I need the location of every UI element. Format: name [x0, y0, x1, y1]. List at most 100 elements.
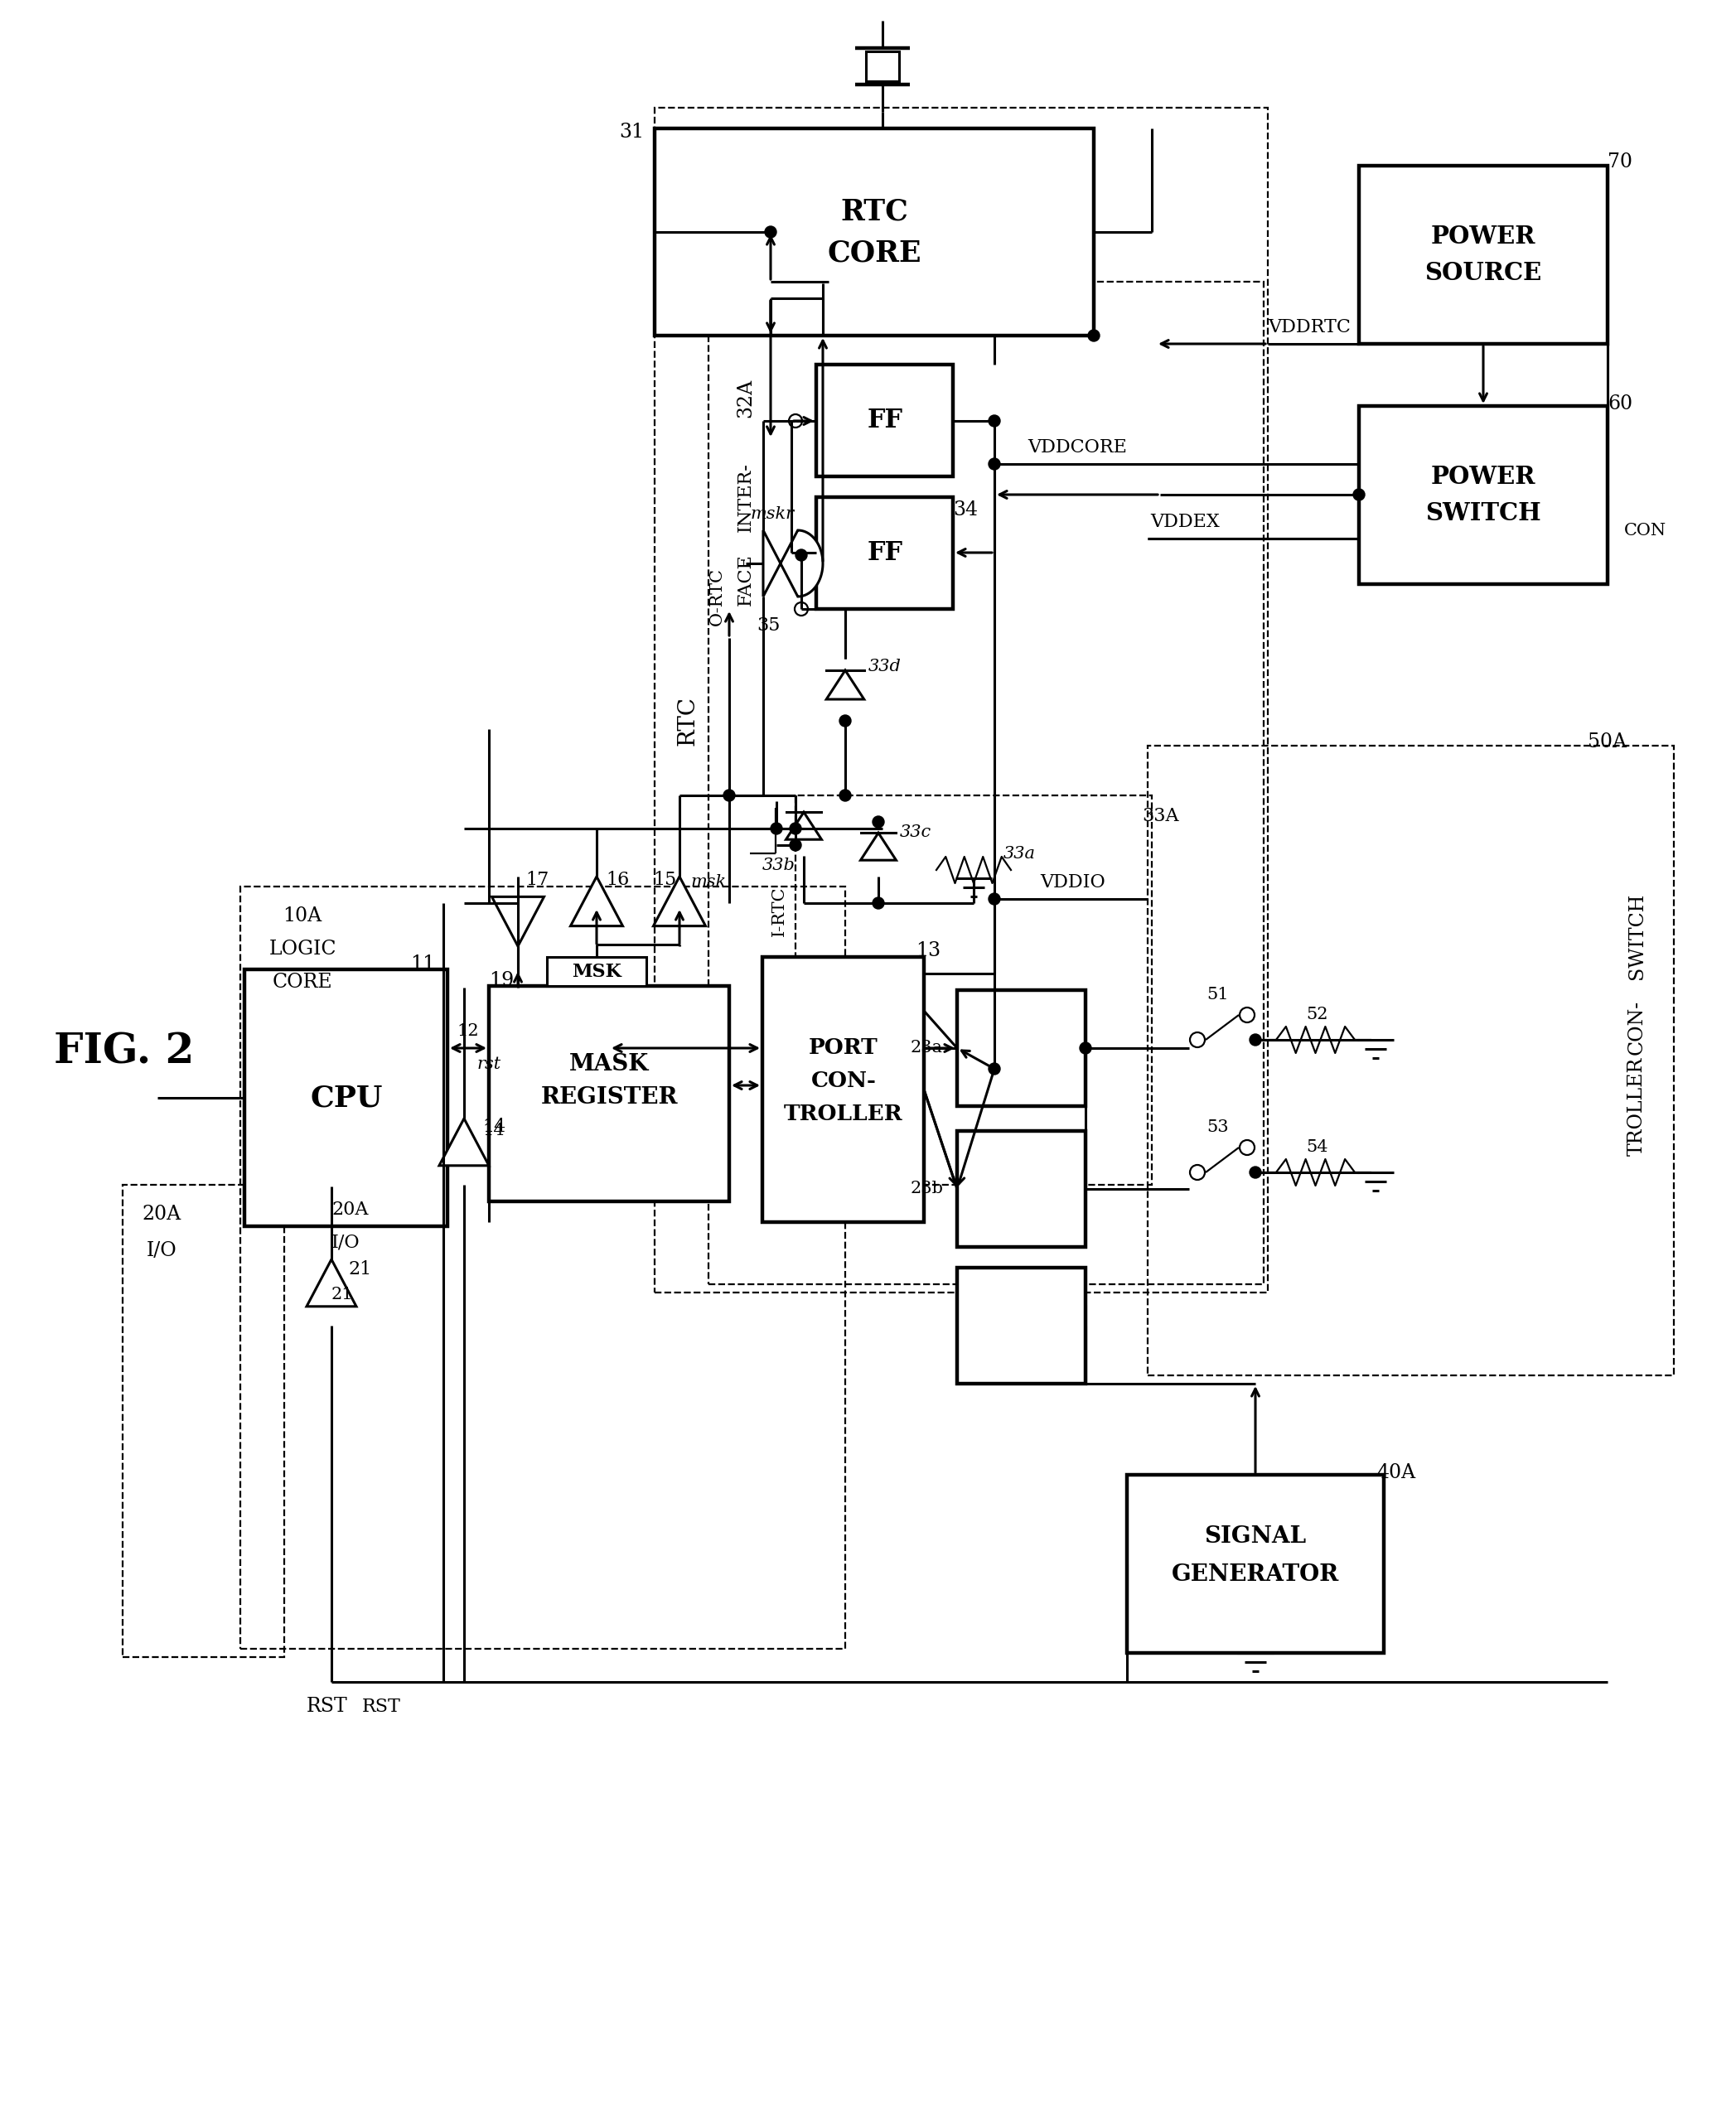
Text: 40A: 40A [1377, 1463, 1417, 1482]
Circle shape [1189, 1032, 1205, 1047]
Text: CON-: CON- [811, 1070, 877, 1091]
Circle shape [873, 816, 884, 828]
Text: 23b: 23b [910, 1181, 943, 1196]
Text: PORT: PORT [809, 1038, 878, 1059]
Text: 70: 70 [1608, 151, 1632, 170]
Text: 34: 34 [953, 500, 977, 519]
Text: REGISTER: REGISTER [540, 1087, 677, 1110]
Text: CPU: CPU [311, 1085, 382, 1112]
Text: msk: msk [691, 874, 726, 891]
Text: TROLLER: TROLLER [785, 1104, 903, 1125]
Polygon shape [307, 1259, 356, 1307]
Text: 20A: 20A [142, 1204, 181, 1223]
Text: 54: 54 [1307, 1139, 1328, 1156]
Circle shape [1240, 1139, 1255, 1154]
Polygon shape [786, 811, 821, 839]
Text: LOGIC: LOGIC [269, 940, 337, 959]
Circle shape [1080, 1043, 1092, 1053]
Circle shape [988, 414, 1000, 427]
Text: VDDRTC: VDDRTC [1267, 317, 1351, 336]
Text: FF: FF [868, 408, 903, 433]
Text: 23a: 23a [910, 1040, 943, 1055]
Circle shape [790, 839, 802, 851]
Text: 31: 31 [620, 124, 644, 143]
Text: CON: CON [1625, 523, 1667, 538]
Text: rst: rst [477, 1057, 502, 1072]
Text: 21: 21 [332, 1286, 352, 1301]
Bar [795, 795, 1151, 1186]
Polygon shape [439, 1118, 490, 1167]
Circle shape [840, 790, 851, 801]
Text: 14: 14 [483, 1122, 505, 1137]
Text: 19: 19 [490, 971, 514, 990]
Text: 33b: 33b [762, 858, 795, 874]
Bar [1127, 1476, 1384, 1652]
Text: 60: 60 [1608, 395, 1632, 414]
Text: 15: 15 [653, 870, 677, 889]
Text: POWER: POWER [1430, 465, 1536, 488]
Text: FF: FF [868, 540, 903, 565]
Text: VDDCORE: VDDCORE [1028, 439, 1127, 456]
Circle shape [1240, 1007, 1255, 1022]
Text: MSK: MSK [571, 963, 621, 982]
Bar [654, 107, 1267, 1293]
Bar [957, 1131, 1085, 1246]
Bar [816, 364, 953, 477]
Circle shape [766, 227, 776, 238]
Text: 35: 35 [757, 616, 779, 635]
Text: FACE: FACE [736, 555, 755, 605]
Polygon shape [491, 898, 543, 946]
Circle shape [1250, 1034, 1260, 1045]
Circle shape [1088, 330, 1099, 341]
Text: GENERATOR: GENERATOR [1172, 1564, 1338, 1585]
Bar [654, 128, 1094, 336]
Text: RST: RST [307, 1696, 347, 1717]
Text: SIGNAL: SIGNAL [1205, 1526, 1307, 1547]
Text: POWER: POWER [1430, 225, 1536, 248]
Text: TROLLER: TROLLER [1627, 1057, 1646, 1156]
Circle shape [788, 414, 802, 427]
Circle shape [873, 898, 884, 908]
Text: 14: 14 [483, 1118, 505, 1135]
Polygon shape [571, 877, 623, 927]
Text: O-RTC: O-RTC [708, 568, 724, 626]
Bar [1147, 746, 1674, 1375]
Circle shape [1250, 1167, 1260, 1179]
Text: 52: 52 [1307, 1007, 1328, 1024]
Text: I/O: I/O [332, 1234, 359, 1253]
Text: I/O: I/O [146, 1242, 177, 1261]
Bar [816, 496, 953, 610]
Text: 50A: 50A [1588, 731, 1627, 750]
Text: 33c: 33c [899, 824, 932, 841]
Text: mskr: mskr [750, 507, 795, 521]
Text: RTC: RTC [840, 198, 908, 225]
Bar [1359, 166, 1608, 345]
Circle shape [1189, 1165, 1205, 1179]
Text: VDDEX: VDDEX [1151, 513, 1220, 532]
Text: VDDIO: VDDIO [1040, 872, 1106, 891]
Text: INTER-: INTER- [736, 462, 755, 532]
Circle shape [795, 603, 807, 616]
Bar [1359, 406, 1608, 584]
Text: 53: 53 [1207, 1118, 1229, 1135]
Circle shape [795, 549, 807, 561]
Bar [240, 887, 845, 1648]
Bar [547, 956, 646, 986]
Polygon shape [826, 671, 865, 700]
Text: SWITCH: SWITCH [1627, 893, 1646, 980]
Circle shape [988, 458, 1000, 469]
Text: 10A: 10A [283, 906, 321, 925]
Text: 33d: 33d [868, 660, 901, 675]
Text: RTC: RTC [677, 696, 700, 746]
Polygon shape [653, 877, 705, 927]
Text: RST: RST [361, 1698, 401, 1715]
Text: 21: 21 [349, 1261, 372, 1278]
Bar [245, 969, 448, 1225]
Bar [490, 986, 729, 1202]
Circle shape [790, 822, 802, 834]
Text: MASK: MASK [569, 1053, 649, 1076]
Text: 17: 17 [526, 870, 549, 889]
Circle shape [988, 893, 1000, 904]
Text: I-RTC: I-RTC [771, 887, 786, 937]
Text: 33A: 33A [1142, 807, 1179, 826]
